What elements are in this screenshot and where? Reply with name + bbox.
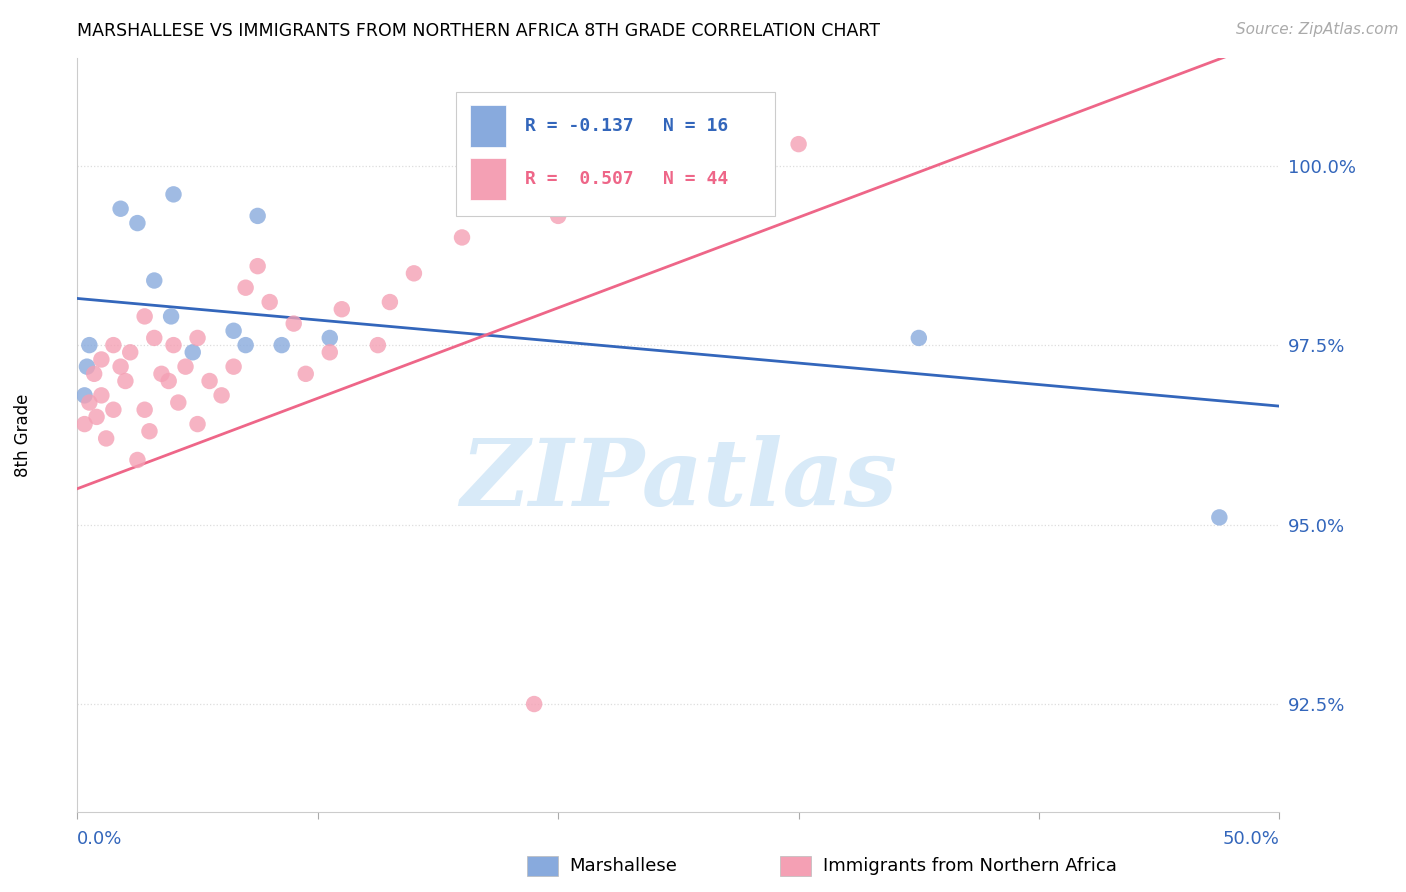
Point (222, 324, 245, 338)
Point (367, 338, 389, 352)
FancyBboxPatch shape (456, 92, 775, 216)
Point (127, 453, 149, 467)
Point (283, 317, 305, 331)
Point (692, 152, 714, 166)
Point (120, 345, 142, 359)
Point (83, 367, 105, 381)
Point (547, 209, 569, 223)
Point (270, 338, 292, 352)
Point (110, 202, 132, 216)
Text: MARSHALLESE VS IMMIGRANTS FROM NORTHERN AFRICA 8TH GRADE CORRELATION CHART: MARSHALLESE VS IMMIGRANTS FROM NORTHERN … (77, 22, 880, 40)
Point (143, 331, 166, 345)
Point (73, 388, 96, 402)
Point (134, 402, 156, 417)
Point (79, 395, 101, 409)
Point (160, 310, 183, 324)
Point (162, 187, 184, 202)
Text: 8th Grade: 8th Grade (14, 393, 32, 476)
Point (162, 338, 184, 352)
Text: N = 16: N = 16 (662, 117, 728, 136)
Text: Marshallese: Marshallese (569, 857, 678, 875)
Point (595, 166, 617, 180)
Point (523, 697, 546, 711)
Point (908, 331, 931, 345)
Point (127, 216, 149, 230)
Point (96, 432, 118, 446)
Point (157, 374, 180, 388)
Text: N = 44: N = 44 (662, 170, 728, 188)
Point (1208, 510, 1230, 524)
Point (138, 424, 160, 438)
Point (211, 388, 233, 402)
Point (330, 302, 353, 317)
Point (114, 374, 136, 388)
Point (787, 137, 810, 152)
Text: ZIPatlas: ZIPatlas (460, 435, 897, 525)
Point (378, 295, 401, 310)
Point (79, 338, 101, 352)
Text: Source: ZipAtlas.com: Source: ZipAtlas.com (1236, 22, 1399, 37)
Point (222, 359, 245, 374)
Point (73, 417, 96, 431)
Point (259, 295, 281, 310)
Point (499, 194, 522, 209)
Point (198, 374, 221, 388)
Point (86, 409, 108, 424)
Point (235, 338, 257, 352)
Point (235, 281, 257, 295)
Point (181, 345, 204, 359)
Point (167, 395, 190, 409)
Point (294, 367, 316, 381)
Point (246, 259, 269, 273)
Point (150, 367, 173, 381)
Text: Immigrants from Northern Africa: Immigrants from Northern Africa (823, 857, 1116, 875)
Point (186, 331, 209, 345)
Point (103, 338, 125, 352)
Point (134, 310, 156, 324)
Text: R = -0.137: R = -0.137 (524, 117, 633, 136)
Point (319, 345, 342, 359)
Point (319, 331, 342, 345)
Point (246, 209, 269, 223)
Text: 50.0%: 50.0% (1223, 830, 1279, 847)
Point (143, 273, 166, 287)
Bar (471, 105, 506, 147)
Point (76, 359, 98, 374)
Point (90, 388, 112, 402)
Point (186, 417, 209, 431)
Point (174, 359, 197, 374)
Point (451, 230, 474, 244)
Point (90, 352, 112, 367)
Text: 0.0%: 0.0% (77, 830, 122, 847)
Point (110, 359, 132, 374)
Bar (471, 158, 506, 200)
Point (103, 402, 125, 417)
Point (402, 266, 425, 280)
Text: R =  0.507: R = 0.507 (524, 170, 633, 188)
